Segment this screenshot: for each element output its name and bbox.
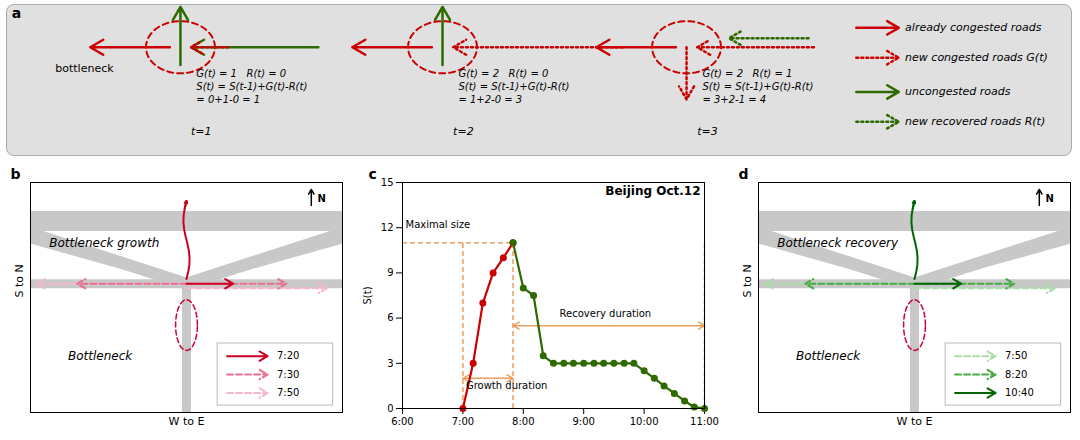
svg-text:Recovery duration: Recovery duration [560, 308, 652, 319]
svg-text:t=1: t=1 [191, 125, 212, 138]
svg-text:S to N: S to N [741, 264, 754, 297]
svg-text:S to N: S to N [13, 264, 26, 297]
svg-text:3: 3 [387, 358, 393, 369]
svg-text:9:00: 9:00 [572, 416, 594, 427]
svg-text:d: d [739, 166, 749, 182]
svg-text:a: a [12, 5, 21, 21]
svg-text:7:50: 7:50 [277, 387, 299, 398]
svg-text:10:00: 10:00 [630, 416, 659, 427]
svg-text:G(t) = 2 R(t) = 1S(t) = S(t-: G(t) = 2 R(t) = 1S(t) = S(t-1)+G(t)-R(t)… [702, 68, 813, 105]
svg-text:t=3: t=3 [697, 125, 718, 138]
svg-text:N: N [318, 193, 326, 204]
svg-text:6: 6 [387, 312, 393, 323]
svg-text:8:00: 8:00 [512, 416, 534, 427]
svg-text:Growth duration: Growth duration [466, 380, 547, 391]
svg-text:Beijing Oct.12: Beijing Oct.12 [605, 184, 700, 198]
svg-text:S(t): S(t) [362, 286, 373, 304]
svg-text:new congested roads G(t): new congested roads G(t) [905, 51, 1048, 64]
svg-text:Maximal size: Maximal size [406, 219, 471, 230]
svg-text:8:20: 8:20 [1005, 369, 1027, 380]
svg-text:7:30: 7:30 [277, 369, 299, 380]
svg-text:9: 9 [387, 267, 393, 278]
svg-text:already congested roads: already congested roads [905, 21, 1042, 34]
svg-text:new recovered roads R(t): new recovered roads R(t) [905, 115, 1045, 128]
svg-text:W to E: W to E [169, 415, 205, 428]
svg-text:N: N [1046, 193, 1054, 204]
svg-text:6:00: 6:00 [391, 416, 413, 427]
svg-text:7:50: 7:50 [1005, 350, 1027, 361]
svg-text:W to E: W to E [897, 415, 933, 428]
svg-text:7:00: 7:00 [452, 416, 474, 427]
svg-text:G(t) = 2 R(t) = 0S(t) = S(t-: G(t) = 2 R(t) = 0S(t) = S(t-1)+G(t)-R(t)… [458, 68, 569, 105]
svg-text:10:40: 10:40 [1005, 387, 1034, 398]
svg-text:b: b [11, 166, 21, 182]
svg-text:Bottleneck: Bottleneck [796, 349, 861, 363]
svg-text:t=2: t=2 [453, 125, 474, 138]
svg-text:bottleneck: bottleneck [55, 62, 114, 75]
svg-text:0: 0 [387, 403, 393, 414]
svg-text:Bottleneck growth: Bottleneck growth [49, 236, 159, 250]
svg-text:G(t) = 1 R(t) = 0S(t) = S(t-: G(t) = 1 R(t) = 0S(t) = S(t-1)+G(t)-R(t)… [196, 68, 307, 105]
svg-text:Bottleneck: Bottleneck [68, 349, 133, 363]
svg-text:11:00: 11:00 [690, 416, 719, 427]
svg-text:uncongested roads: uncongested roads [905, 85, 1011, 98]
svg-text:15: 15 [381, 177, 394, 188]
svg-text:7:20: 7:20 [277, 350, 299, 361]
svg-text:c: c [369, 166, 377, 182]
svg-text:Bottleneck recovery: Bottleneck recovery [777, 236, 899, 250]
svg-text:12: 12 [381, 222, 394, 233]
